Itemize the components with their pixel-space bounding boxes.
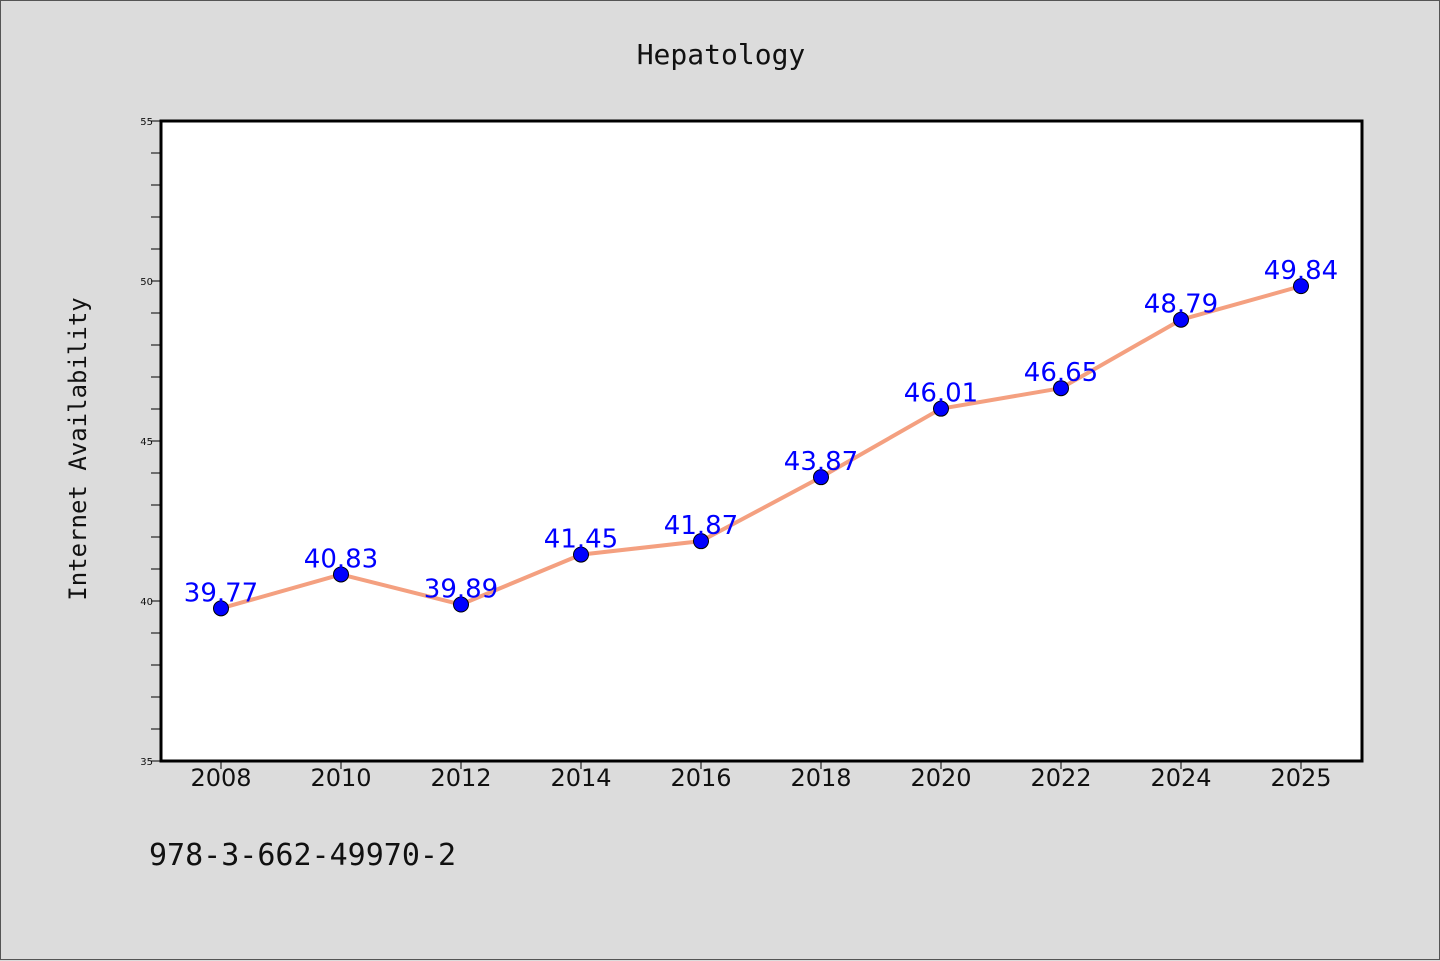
data-point bbox=[1173, 311, 1189, 328]
y-tick-label: 35 bbox=[140, 757, 153, 768]
y-axis-ticks: 35 40 45 50 55 bbox=[140, 117, 161, 768]
data-point bbox=[693, 533, 709, 550]
y-tick-label: 50 bbox=[140, 277, 153, 288]
data-label: 39.89 bbox=[424, 575, 498, 605]
data-point bbox=[1053, 380, 1069, 397]
data-point bbox=[453, 596, 469, 613]
data-point bbox=[213, 600, 229, 617]
x-tick-label: 2012 bbox=[430, 764, 491, 792]
data-labels: 39.77 40.83 39.89 41.45 41.87 43.87 46.01 46.65… bbox=[184, 256, 1338, 608]
y-tick-label: 45 bbox=[140, 437, 153, 448]
data-label: 41.45 bbox=[544, 525, 618, 555]
data-point bbox=[813, 469, 829, 486]
data-label: 46.01 bbox=[904, 379, 978, 409]
data-label: 43.87 bbox=[784, 447, 858, 477]
y-axis-label: Internet Availability bbox=[64, 297, 92, 600]
x-tick-label: 2022 bbox=[1030, 764, 1091, 792]
y-tick-label: 40 bbox=[140, 597, 153, 608]
data-label: 40.83 bbox=[304, 544, 378, 574]
x-axis-ticks: 2008 2010 2012 2014 2016 2018 2020 2022 2024 2025 bbox=[190, 761, 1332, 792]
x-tick-label: 2020 bbox=[910, 764, 971, 792]
y-tick-label: 55 bbox=[140, 117, 153, 128]
data-label: 48.79 bbox=[1144, 290, 1218, 320]
plot-area bbox=[159, 119, 1364, 763]
data-label: 46.65 bbox=[1024, 358, 1098, 388]
x-tick-label: 2024 bbox=[1150, 764, 1211, 792]
data-point bbox=[933, 400, 949, 417]
x-tick-label: 2018 bbox=[790, 764, 851, 792]
footer-isbn: 978-3-662-49970-2 bbox=[149, 838, 456, 873]
x-tick-label: 2010 bbox=[310, 764, 371, 792]
x-tick-label: 2014 bbox=[550, 764, 611, 792]
x-tick-label: 2008 bbox=[190, 764, 251, 792]
x-tick-label: 2016 bbox=[670, 764, 731, 792]
series-line bbox=[220, 284, 1302, 611]
data-point bbox=[1293, 278, 1309, 295]
data-label: 41.87 bbox=[664, 511, 738, 541]
x-tick-label: 2025 bbox=[1270, 764, 1331, 792]
chart-title: Hepatology bbox=[637, 38, 806, 71]
data-label: 49.84 bbox=[1264, 256, 1338, 286]
data-point bbox=[333, 566, 349, 583]
data-label: 39.77 bbox=[184, 578, 258, 608]
series-layer bbox=[213, 278, 1309, 617]
data-point bbox=[573, 546, 589, 563]
